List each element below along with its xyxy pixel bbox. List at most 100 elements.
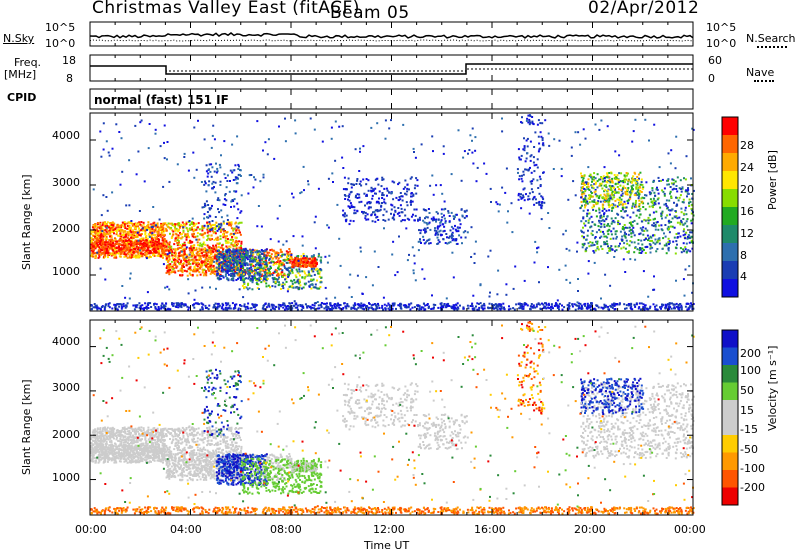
- power-point: [154, 234, 157, 236]
- power-point: [149, 231, 152, 234]
- power-point: [225, 231, 228, 234]
- power-point: [91, 247, 94, 250]
- power-point: [222, 257, 225, 260]
- power-point: [259, 276, 262, 279]
- power-point: [110, 228, 113, 231]
- power-point: [405, 201, 408, 204]
- power-point: [286, 252, 289, 255]
- power-point: [299, 284, 302, 287]
- power-point: [180, 224, 183, 227]
- power-point: [147, 242, 150, 245]
- power-point: [225, 256, 228, 259]
- power-point: [125, 232, 128, 235]
- power-point: [220, 223, 223, 226]
- power-point: [150, 243, 153, 246]
- power-point: [668, 242, 671, 244]
- power-point: [126, 252, 129, 255]
- power-point: [279, 248, 282, 251]
- power-point: [281, 271, 284, 274]
- power-point: [657, 176, 660, 179]
- power-point: [219, 166, 222, 169]
- power-point: [278, 268, 281, 271]
- power-point: [586, 200, 589, 203]
- power-point: [520, 154, 523, 157]
- power-point: [182, 229, 185, 232]
- power-point: [217, 228, 220, 231]
- power-point: [121, 234, 124, 236]
- power-point: [263, 255, 266, 258]
- power-point: [663, 187, 666, 190]
- power-point: [175, 236, 178, 239]
- power-point: [183, 223, 186, 226]
- power-point: [277, 263, 280, 265]
- power-point: [305, 264, 308, 267]
- power-point: [179, 262, 182, 265]
- power-point: [533, 164, 536, 167]
- power-point: [131, 223, 134, 225]
- power-point: [656, 248, 659, 250]
- power-point: [239, 258, 242, 261]
- power-point: [235, 176, 238, 179]
- power-point: [627, 202, 630, 205]
- power-point: [280, 254, 283, 257]
- power-point: [132, 242, 134, 245]
- power-point: [539, 122, 542, 125]
- power-point: [588, 197, 591, 200]
- power-point: [218, 277, 221, 280]
- power-point: [174, 260, 177, 263]
- power-point: [96, 238, 98, 241]
- power-point: [653, 191, 656, 194]
- power-point: [317, 272, 320, 275]
- power-point: [191, 223, 194, 225]
- power-point: [136, 250, 139, 253]
- power-point: [148, 255, 151, 258]
- noise-right-tick-top: 10^5: [706, 21, 737, 34]
- power-point: [251, 263, 254, 266]
- power-point: [307, 257, 310, 260]
- power-point: [277, 257, 280, 260]
- power-point: [586, 183, 588, 185]
- power-point: [212, 246, 215, 249]
- power-point: [230, 264, 233, 267]
- power-point: [600, 177, 603, 180]
- power-point: [257, 262, 260, 265]
- power-point: [639, 183, 642, 186]
- power-point: [682, 248, 685, 251]
- power-point: [292, 261, 295, 264]
- power-point: [99, 243, 101, 245]
- power-point: [215, 246, 218, 249]
- power-point: [119, 255, 122, 258]
- power-point: [124, 230, 127, 233]
- power-point: [409, 177, 412, 180]
- power-point: [621, 235, 624, 238]
- power-point: [172, 268, 175, 271]
- power-point: [173, 251, 176, 254]
- power-point: [196, 226, 199, 229]
- power-point: [203, 254, 206, 257]
- power-point: [201, 248, 204, 251]
- power-point: [263, 254, 266, 257]
- power-point: [381, 178, 384, 181]
- power-point: [313, 273, 316, 276]
- power-point: [656, 186, 658, 189]
- power-point: [437, 242, 440, 245]
- power-point: [533, 146, 536, 148]
- power-point: [343, 215, 346, 218]
- power-point: [211, 166, 214, 169]
- power-point: [587, 188, 590, 190]
- power-point: [629, 196, 632, 199]
- power-point: [284, 267, 286, 269]
- power-point: [637, 239, 640, 241]
- power-point: [282, 259, 285, 262]
- power-point: [654, 228, 657, 231]
- power-point: [605, 184, 607, 187]
- power-point: [176, 229, 179, 232]
- power-point: [208, 180, 211, 183]
- power-point: [539, 184, 542, 186]
- power-point: [428, 221, 431, 224]
- power-point: [451, 235, 453, 238]
- power-point: [605, 186, 608, 189]
- power-point: [651, 202, 654, 205]
- power-point: [633, 178, 636, 181]
- power-point: [620, 210, 623, 212]
